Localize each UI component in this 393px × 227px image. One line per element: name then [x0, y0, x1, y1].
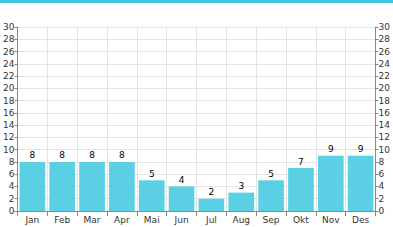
svg-text:20: 20	[3, 83, 15, 93]
svg-text:10: 10	[379, 145, 391, 155]
svg-text:3: 3	[238, 181, 244, 191]
svg-text:24: 24	[379, 59, 391, 69]
svg-text:20: 20	[379, 83, 391, 93]
svg-text:12: 12	[379, 132, 390, 142]
svg-text:28: 28	[379, 34, 391, 44]
svg-text:6: 6	[9, 169, 15, 179]
svg-text:18: 18	[379, 96, 391, 106]
svg-text:8: 8	[119, 150, 125, 160]
svg-text:8: 8	[89, 150, 95, 160]
svg-text:8: 8	[9, 157, 15, 167]
svg-text:18: 18	[3, 96, 15, 106]
svg-text:4: 4	[179, 175, 185, 185]
svg-text:12: 12	[3, 132, 14, 142]
svg-text:16: 16	[379, 108, 391, 118]
svg-text:30: 30	[3, 22, 15, 32]
svg-text:24: 24	[3, 59, 15, 69]
svg-text:2: 2	[209, 187, 215, 197]
svg-text:Jul: Jul	[205, 215, 217, 225]
svg-text:10: 10	[3, 145, 15, 155]
svg-text:2: 2	[379, 194, 385, 204]
svg-text:0: 0	[9, 206, 15, 216]
svg-text:16: 16	[3, 108, 15, 118]
svg-text:14: 14	[3, 120, 15, 130]
svg-text:Okt: Okt	[293, 215, 309, 225]
svg-text:0: 0	[379, 206, 385, 216]
svg-text:2: 2	[9, 194, 15, 204]
svg-text:9: 9	[328, 144, 334, 154]
svg-text:22: 22	[3, 71, 14, 81]
svg-text:Nov: Nov	[322, 215, 340, 225]
svg-text:Aug: Aug	[232, 215, 250, 225]
svg-text:7: 7	[298, 157, 304, 167]
svg-text:6: 6	[379, 169, 385, 179]
svg-text:5: 5	[149, 169, 155, 179]
svg-text:Jan: Jan	[24, 215, 39, 225]
svg-text:8: 8	[59, 150, 65, 160]
svg-text:8: 8	[30, 150, 36, 160]
svg-text:26: 26	[379, 47, 391, 57]
svg-text:4: 4	[9, 181, 15, 191]
svg-text:14: 14	[379, 120, 391, 130]
svg-text:Sep: Sep	[263, 215, 280, 225]
svg-text:Mai: Mai	[144, 215, 160, 225]
svg-text:Apr: Apr	[114, 215, 130, 225]
svg-text:9: 9	[358, 144, 364, 154]
svg-text:22: 22	[379, 71, 390, 81]
svg-text:Mar: Mar	[84, 215, 101, 225]
svg-text:28: 28	[3, 34, 15, 44]
svg-text:26: 26	[3, 47, 15, 57]
svg-text:4: 4	[379, 181, 385, 191]
svg-text:5: 5	[268, 169, 274, 179]
svg-text:8: 8	[379, 157, 385, 167]
svg-text:Feb: Feb	[54, 215, 70, 225]
svg-text:Jun: Jun	[174, 215, 189, 225]
svg-text:30: 30	[379, 22, 391, 32]
svg-text:Des: Des	[352, 215, 369, 225]
